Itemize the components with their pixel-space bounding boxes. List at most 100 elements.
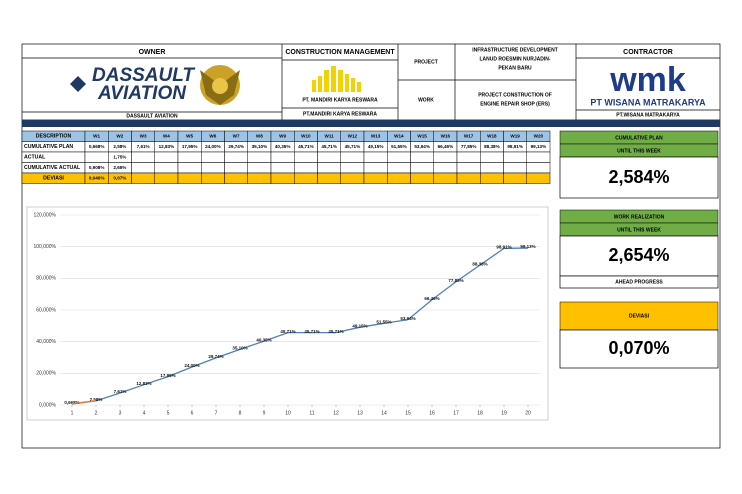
table-header: W18: [487, 133, 497, 138]
x-tick-label: 1: [71, 410, 74, 416]
cm-logo: [312, 66, 361, 92]
table-text: 77,85%: [461, 144, 477, 149]
table-text: 88,38%: [484, 144, 500, 149]
table-cell: [363, 172, 388, 184]
data-label: 35,10%: [232, 346, 247, 351]
x-tick-label: 9: [263, 410, 266, 416]
table-cell: [480, 151, 504, 163]
table-text: 0,07%: [113, 175, 126, 180]
header-band: [22, 120, 720, 127]
x-tick-label: 14: [381, 410, 387, 416]
table-cell: [201, 151, 225, 163]
table-header: W19: [510, 133, 520, 138]
y-tick-label: 100,000%: [33, 244, 56, 250]
data-label: 7,61%: [114, 389, 127, 394]
data-label: 99,13%: [520, 244, 535, 249]
data-label: 77,85%: [448, 278, 463, 283]
table-cell: [131, 162, 155, 174]
project-label: PROJECT: [414, 59, 438, 65]
table-cell: [224, 162, 248, 174]
table-header: W8: [256, 133, 263, 138]
x-tick-label: 17: [453, 410, 459, 416]
table-text: 45,71%: [321, 144, 337, 149]
table-cell: [154, 151, 179, 163]
cm-title: CONSTRUCTION MANAGEMENT: [285, 49, 395, 56]
panel-value: 0,070%: [608, 338, 669, 358]
y-tick-label: 0,000%: [39, 402, 57, 408]
table-cell: [410, 172, 434, 184]
data-label: 53,94%: [400, 316, 415, 321]
table-cell: [177, 172, 202, 184]
table-cell: [317, 151, 341, 163]
data-label: 66,46%: [424, 296, 439, 301]
table-cell: [503, 162, 527, 174]
table-cell: [201, 162, 225, 174]
table-cell: [526, 172, 551, 184]
x-tick-label: 10: [285, 410, 291, 416]
x-tick-label: 19: [501, 410, 507, 416]
table-header: W7: [233, 133, 240, 138]
table-cell: [201, 172, 225, 184]
table-text: 24,00%: [205, 144, 221, 149]
table-cell: [433, 162, 458, 174]
table-header: W14: [394, 133, 404, 138]
table-text: 45,71%: [345, 144, 361, 149]
panel-title: WORK REALIZATION: [614, 214, 665, 220]
cm-caption-2: PT.MANDIRI KARYA RESWARA: [303, 111, 377, 117]
table-cell: [503, 172, 527, 184]
table-cell: [456, 162, 481, 174]
project-line: INFRASTRUCTURE DEVELOPMENT: [472, 47, 558, 53]
project-line: LANUD ROESMIN NURJADIN-: [479, 56, 550, 62]
data-label: 45,71%: [304, 329, 319, 334]
x-tick-label: 20: [525, 410, 531, 416]
table-header: W13: [371, 133, 381, 138]
table-cell: [247, 172, 272, 184]
table-text: 1,75%: [113, 154, 126, 159]
x-tick-label: 3: [119, 410, 122, 416]
x-tick-label: 12: [333, 410, 339, 416]
y-tick-label: 80,000%: [36, 276, 56, 282]
table-text: 2,58%: [113, 144, 126, 149]
table-cell: [363, 162, 388, 174]
table-text: 35,10%: [252, 144, 268, 149]
x-tick-label: 11: [309, 410, 314, 416]
owner-logo-text: AVIATION: [97, 83, 187, 104]
y-tick-label: 20,000%: [36, 371, 56, 377]
x-tick-label: 18: [477, 410, 483, 416]
series-line: [71, 400, 97, 405]
table-cell: [340, 151, 365, 163]
table-cell: [480, 172, 504, 184]
table-header: W3: [140, 133, 147, 138]
table-text: 17,95%: [182, 144, 198, 149]
x-tick-label: 15: [405, 410, 411, 416]
data-label: 24,00%: [184, 363, 199, 368]
data-label: 40,35%: [256, 337, 271, 342]
x-tick-label: 16: [429, 410, 435, 416]
table-cell: [154, 162, 179, 174]
data-label: 2,58%: [90, 397, 103, 402]
project-line: PEKAN BARU: [498, 65, 532, 71]
owner-logo-text: DASSAULT: [92, 65, 195, 86]
table-text: 51,55%: [391, 144, 407, 149]
owner-caption: DASSAULT AVIATION: [126, 113, 178, 119]
x-tick-label: 8: [239, 410, 242, 416]
s-curve-chart: 0,000% 20,000% 40,000% 60,000% 80,000% 100,00…: [33, 212, 540, 416]
panel-title: DEVIASI: [629, 313, 650, 319]
work-line: ENGINE REPAIR SHOP (ERS): [480, 101, 550, 107]
table-cell: [154, 172, 179, 184]
chart-frame: [26, 206, 549, 421]
table-text: 0,668%: [89, 144, 105, 149]
table-cell: [387, 162, 411, 174]
table-cell: [456, 172, 481, 184]
table-cell: [247, 151, 272, 163]
table-header: W15: [417, 133, 427, 138]
table-header: W5: [186, 133, 193, 138]
table-header: W9: [279, 133, 286, 138]
table-cell: [526, 162, 551, 174]
table-header: W20: [534, 133, 544, 138]
table-header: W16: [441, 133, 451, 138]
y-tick-label: 40,000%: [36, 339, 56, 345]
table-cell: [247, 162, 272, 174]
x-tick-label: 6: [191, 410, 194, 416]
contractor-title: CONTRACTOR: [623, 49, 673, 56]
